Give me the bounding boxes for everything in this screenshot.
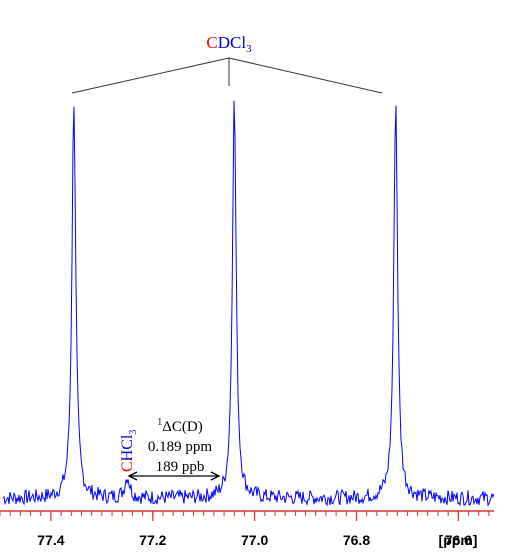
x-tick-label: 76.6	[445, 532, 472, 548]
cdcl3-rest: DCl	[218, 33, 247, 52]
x-axis-minor-ticks	[0, 511, 490, 516]
ppm-diff-label: 0.189 ppm	[148, 439, 213, 455]
chcl3-rest: HCl	[119, 434, 136, 461]
delta-label: 1ΔC(D)	[157, 417, 202, 435]
cdcl3-carbon: C	[206, 33, 217, 52]
x-tick-label: 77.0	[241, 532, 268, 548]
tree-branch-right	[228, 57, 383, 94]
delta-text: ΔC(D)	[162, 419, 202, 435]
spectrum-line	[2, 100, 495, 507]
ppb-diff-label: 189 ppb	[156, 459, 205, 475]
x-axis-major-ticks: 77.4 77.2 77.0 76.8 76.6	[37, 511, 472, 548]
cdcl3-label: CDCl3	[206, 33, 252, 55]
multiplet-tree	[71, 57, 383, 94]
chcl3-label: CHCl3	[119, 430, 139, 472]
chcl3-carbon: C	[119, 461, 136, 472]
shift-arrow	[127, 471, 221, 481]
x-axis: 77.4 77.2 77.0 76.8 76.6	[0, 510, 494, 548]
chcl3-subscript: 3	[128, 430, 139, 435]
delta-superscript: 1	[157, 417, 162, 428]
cdcl3-subscript: 3	[246, 43, 252, 55]
x-tick-label: 76.8	[343, 532, 370, 548]
x-axis-unit: [ppm]	[439, 532, 478, 548]
tree-branch-left	[71, 57, 230, 94]
x-tick-label: 77.4	[37, 532, 64, 548]
x-tick-label: 77.2	[139, 532, 166, 548]
